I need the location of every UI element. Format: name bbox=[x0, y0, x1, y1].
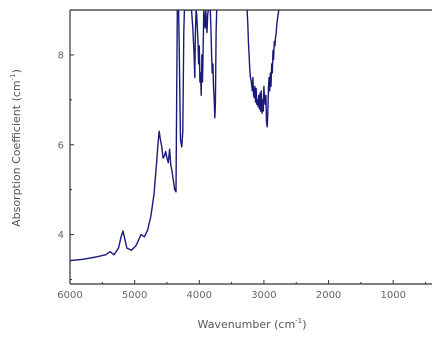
y-axis-title: Absorption Coefficient (cm-1) bbox=[9, 69, 23, 227]
x-tick-label: 2000 bbox=[316, 290, 341, 301]
y-axis-ticks: 4 6 8 bbox=[58, 9, 74, 281]
y-tick-label: 8 bbox=[58, 50, 64, 61]
x-tick-label: 1000 bbox=[380, 290, 405, 301]
x-tick-label: 3000 bbox=[251, 290, 276, 301]
plot-area bbox=[70, 10, 280, 262]
y-tick-label: 6 bbox=[58, 140, 64, 151]
x-tick-label: 6000 bbox=[57, 290, 82, 301]
x-axis-ticks: 6000 5000 4000 3000 2000 1000 bbox=[57, 280, 427, 301]
spectrum-line-1 bbox=[70, 10, 218, 262]
spectrum-line-2 bbox=[246, 10, 280, 128]
x-tick-label: 4000 bbox=[187, 290, 212, 301]
x-tick-label: 5000 bbox=[122, 290, 147, 301]
x-axis-title: Wavenumber (cm-1) bbox=[198, 317, 307, 331]
y-tick-label: 4 bbox=[58, 230, 64, 241]
axes bbox=[69, 9, 432, 285]
